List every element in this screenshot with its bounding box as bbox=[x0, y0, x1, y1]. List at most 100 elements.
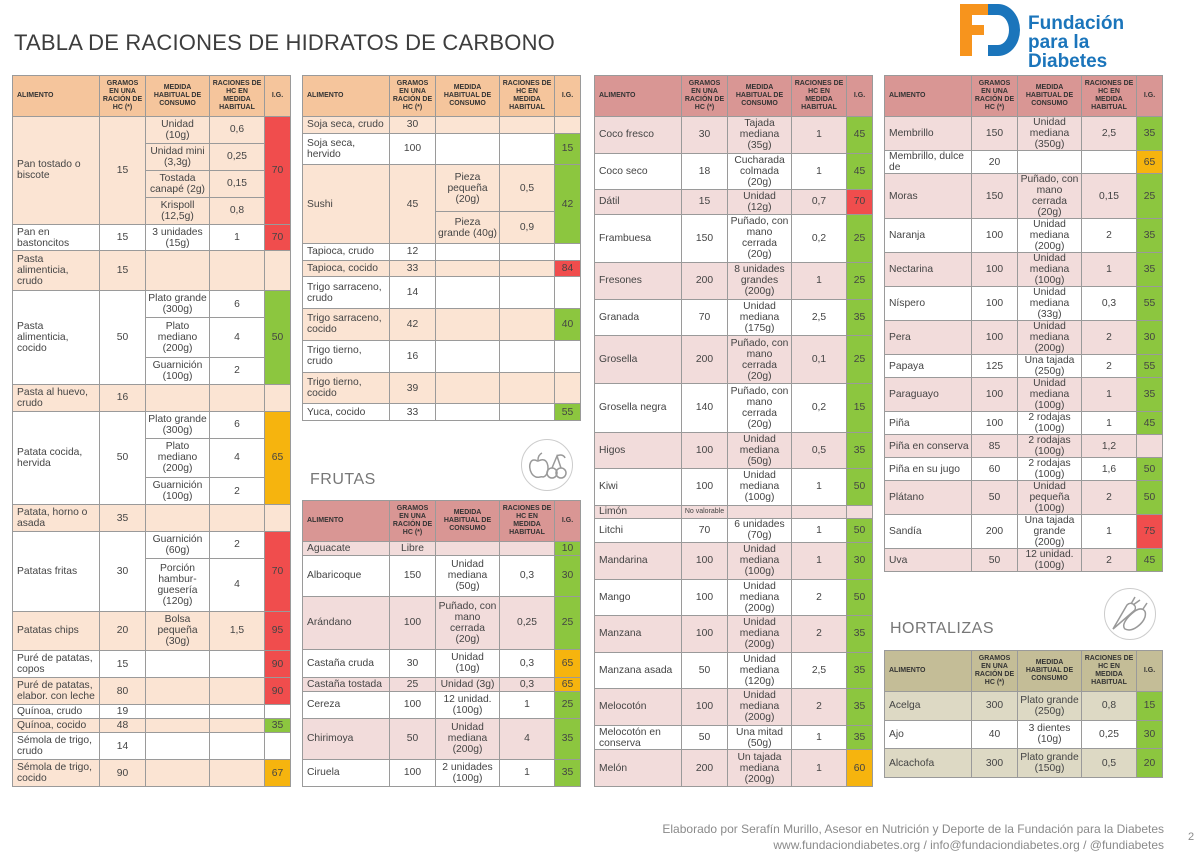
table-row: Albaricoque 150 Unidad mediana (50g) 0,3 30 bbox=[302, 555, 581, 597]
fundacion-logo[interactable]: Fundación para la Diabetes bbox=[958, 0, 1148, 71]
grams-per-ration: 100 bbox=[971, 411, 1018, 435]
rations-in-measure: 1 bbox=[791, 517, 847, 544]
grams-per-ration: 15 bbox=[99, 223, 146, 252]
usual-measure bbox=[435, 259, 500, 278]
grams-per-ration: 14 bbox=[389, 276, 436, 310]
rations-in-measure: 1 bbox=[1081, 377, 1137, 412]
table-row: Paraguayo 100 Unidad mediana (100g) 1 35 bbox=[884, 377, 1163, 412]
header-medida: MEDIDA HABITUAL DE CONSUMO bbox=[435, 75, 500, 117]
rations-in-measure: 1 bbox=[791, 542, 847, 580]
food-name: Aguacate bbox=[302, 540, 390, 557]
table-row: Soja seca, crudo 30 bbox=[302, 116, 581, 134]
rations-in-measure: 1 bbox=[791, 116, 847, 154]
glycemic-index bbox=[264, 732, 291, 761]
rations-in-measure bbox=[499, 339, 555, 373]
rations-in-measure: 1 bbox=[791, 749, 847, 787]
food-name: Uva bbox=[884, 548, 972, 572]
usual-measure: Unidad mediana (100g) bbox=[1017, 377, 1082, 412]
table-row: Coco fresco 30 Tajada mediana (35g) 1 45 bbox=[594, 116, 873, 154]
usual-measure: 12 unidad. (100g) bbox=[435, 690, 500, 720]
usual-measure bbox=[727, 504, 792, 519]
grams-per-ration: 45 bbox=[389, 164, 436, 245]
table-row: Dátil 15 Unidad (12g) 0,7 70 bbox=[594, 189, 873, 215]
table-row: Higos 100 Unidad mediana (50g) 0,5 35 bbox=[594, 431, 873, 470]
grams-per-ration: 125 bbox=[971, 354, 1018, 378]
header-gramos: GRAMOS EN UNA RACIÓN DE HC (*) bbox=[389, 500, 436, 542]
usual-measure: Unidad (10g) bbox=[435, 649, 500, 678]
logo-line2: para la Diabetes bbox=[1028, 32, 1108, 72]
food-name: Coco fresco bbox=[594, 116, 682, 154]
food-name: Litchi bbox=[594, 517, 682, 544]
grams-per-ration: 100 bbox=[681, 431, 728, 470]
usual-measure: Unidad mediana (200g) bbox=[1017, 320, 1082, 355]
food-name: Piña en conserva bbox=[884, 434, 972, 458]
table-frutas: ALIMENTO GRAMOS EN UNA RACIÓN DE HC (*) ME… bbox=[884, 75, 1163, 572]
food-name: Dátil bbox=[594, 189, 682, 215]
rations-in-measure: 2 bbox=[209, 477, 265, 506]
rations-in-measure: 1,5 bbox=[209, 610, 265, 652]
page-number: 2 bbox=[1188, 831, 1195, 843]
grams-per-ration: 100 bbox=[389, 758, 436, 788]
usual-measure: Unidad (3g) bbox=[435, 676, 500, 692]
grams-per-ration: 50 bbox=[971, 548, 1018, 572]
grams-per-ration: 50 bbox=[681, 651, 728, 690]
footer-contact-links[interactable]: www.fundaciondiabetes.org / info@fundaci… bbox=[773, 838, 1164, 852]
table-row: Arándano 100 Puñado, con mano cerrada (20g… bbox=[302, 595, 581, 651]
table-row: Níspero 100 Unidad mediana (33g) 0,3 55 bbox=[884, 286, 1163, 321]
grams-per-ration: 100 bbox=[681, 542, 728, 580]
table-row: Alcachofa 300 Plato grande (150g) 0,5 20 bbox=[884, 748, 1163, 778]
food-name: Soja seca, hervido bbox=[302, 132, 390, 166]
grams-per-ration: 30 bbox=[99, 531, 146, 612]
rations-in-measure bbox=[209, 718, 265, 734]
rations-in-measure: 0,3 bbox=[1081, 286, 1137, 321]
usual-measure: Plato grande (300g) bbox=[145, 410, 210, 439]
glycemic-index: 84 bbox=[554, 259, 581, 278]
glycemic-index: 70 bbox=[264, 223, 291, 252]
rations-in-measure bbox=[1081, 150, 1137, 174]
table-frutas: ALIMENTO GRAMOS EN UNA RACIÓN DE HC (*) ME… bbox=[594, 75, 873, 787]
usual-measure: Plato grande (250g) bbox=[1017, 691, 1082, 721]
usual-measure: Pieza pequeña (20g) bbox=[435, 164, 500, 213]
rations-in-measure: 0,2 bbox=[791, 383, 847, 433]
table-frutas: ALIMENTO GRAMOS EN UNA RACIÓN DE HC (*) ME… bbox=[302, 500, 581, 788]
glycemic-index: 60 bbox=[846, 749, 873, 787]
glycemic-index bbox=[264, 383, 291, 412]
glycemic-index: 25 bbox=[554, 595, 581, 651]
rations-in-measure: 4 bbox=[209, 317, 265, 358]
table-row: Melón 200 Un tajada mediana (200g) 1 60 bbox=[594, 749, 873, 787]
glycemic-index: 35 bbox=[846, 724, 873, 751]
food-name: Fresones bbox=[594, 262, 682, 300]
usual-measure bbox=[435, 276, 500, 310]
rations-in-measure: 2 bbox=[1081, 354, 1137, 378]
usual-measure: Una tajada grande (200g) bbox=[1017, 514, 1082, 549]
usual-measure: Una mitad (50g) bbox=[727, 724, 792, 751]
table-row: Sandía 200 Una tajada grande (200g) 1 75 bbox=[884, 514, 1163, 549]
table-row: Pasta alimenticia, cocido 50 Plato grande … bbox=[12, 290, 291, 385]
glycemic-index: 67 bbox=[264, 759, 291, 787]
usual-measure: Unidad mediana (50g) bbox=[727, 431, 792, 470]
usual-measure: Plato grande (150g) bbox=[1017, 748, 1082, 778]
grams-per-ration: 100 bbox=[389, 132, 436, 166]
table-row: Pan en bastoncitos 15 3 unidades (15g) 1 70 bbox=[12, 223, 291, 252]
food-name: Sémola de trigo, crudo bbox=[12, 732, 100, 761]
header-raciones: RACIONES DE HC EN MEDIDA HABITUAL bbox=[499, 500, 555, 542]
usual-measure: Unidad mediana (175g) bbox=[727, 298, 792, 336]
food-name: Grosella bbox=[594, 334, 682, 385]
usual-measure bbox=[435, 132, 500, 166]
grams-per-ration: 70 bbox=[681, 298, 728, 336]
usual-measure: 8 unidades grandes (200g) bbox=[727, 262, 792, 300]
food-name: Ajo bbox=[884, 719, 972, 750]
usual-measure: Unidad mediana (50g) bbox=[435, 555, 500, 597]
header-raciones: RACIONES DE HC EN MEDIDA HABITUAL bbox=[209, 75, 265, 117]
grams-per-ration: 90 bbox=[99, 759, 146, 787]
rations-in-measure: 1 bbox=[499, 690, 555, 720]
section-title-frutas: FRUTAS bbox=[310, 471, 376, 488]
food-name: Papaya bbox=[884, 354, 972, 378]
rations-in-measure bbox=[791, 504, 847, 519]
usual-measure bbox=[145, 250, 210, 292]
page-title: TABLA DE RACIONES DE HIDRATOS DE CARBONO bbox=[14, 30, 555, 55]
usual-measure: Unidad mediana (200g) bbox=[727, 615, 792, 653]
grams-per-ration: 30 bbox=[389, 116, 436, 134]
food-name: Pasta alimenticia, crudo bbox=[12, 250, 100, 292]
fruit-icon bbox=[521, 439, 573, 491]
